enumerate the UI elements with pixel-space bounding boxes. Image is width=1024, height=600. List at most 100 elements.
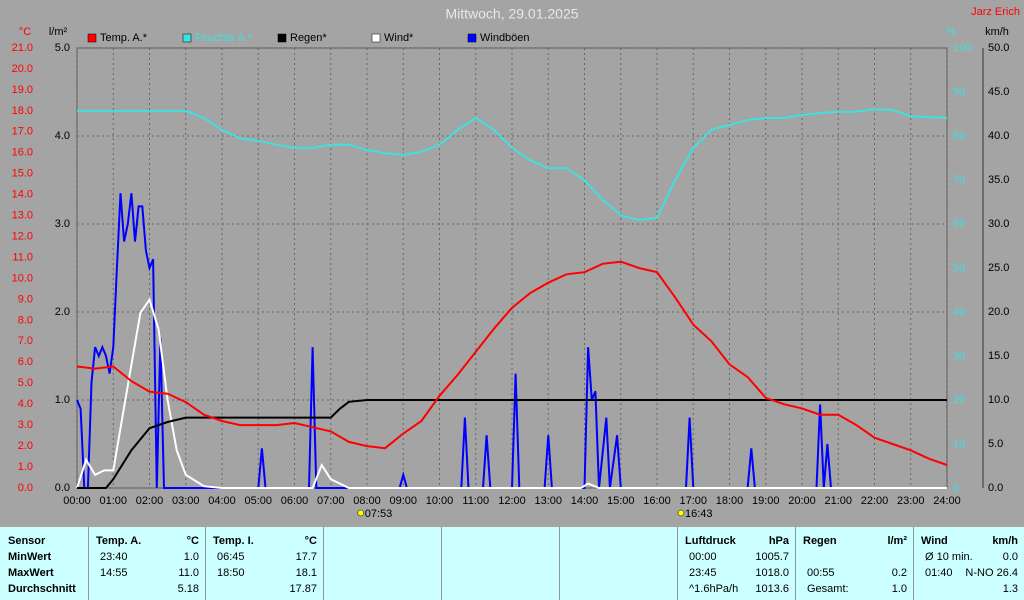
section-title: Temp. A. — [96, 535, 142, 547]
y-tick-label: 7.0 — [18, 335, 33, 347]
y-tick-label: 3.0 — [18, 419, 33, 431]
column-separator — [913, 527, 914, 600]
stat-value: 11.0 — [178, 567, 199, 579]
stats-table: Sensor MinWert MaxWert Durchschnitt Temp. A.… — [0, 527, 1024, 600]
stat-value: 1.3 — [1002, 583, 1018, 595]
y4-tick-label: 30.0 — [988, 218, 1009, 230]
y3-tick-label: 0 — [953, 482, 959, 494]
legend-swatch — [277, 33, 287, 43]
y2-tick-label: 2.0 — [55, 306, 70, 318]
column-separator — [441, 527, 442, 600]
y-tick-label: 10.0 — [12, 272, 33, 284]
y3-tick-label: 80 — [953, 130, 965, 142]
legend-swatch — [467, 33, 477, 43]
x-tick-label: 19:00 — [752, 495, 780, 507]
stat-value: 00:00 — [689, 551, 717, 563]
section-unit: l/m² — [887, 535, 907, 547]
y3-tick-label: 60 — [953, 218, 965, 230]
section-title: Regen — [803, 535, 837, 547]
x-tick-label: 17:00 — [679, 495, 707, 507]
chart-title: Mittwoch, 29.01.2025 — [445, 6, 578, 22]
stat-value: 17.7 — [295, 551, 317, 563]
x-tick-label: 11:00 — [462, 495, 489, 507]
y3-tick-label: 10 — [953, 438, 965, 450]
legend-label: Temp. A.* — [100, 32, 148, 44]
stat-value: 23:40 — [100, 551, 128, 563]
stat-value: 18.1 — [295, 567, 317, 579]
series-line — [76, 260, 948, 466]
sun-event-label: 16:43 — [685, 508, 713, 520]
x-tick-label: 20:00 — [788, 495, 816, 507]
y4-tick-label: 10.0 — [988, 394, 1009, 406]
x-tick-label: 14:00 — [571, 495, 599, 507]
y-tick-label: 11.0 — [12, 251, 33, 263]
stat-value: 0.2 — [891, 567, 907, 579]
y-axis-unit: °C — [19, 26, 31, 38]
row-label: Durchschnitt — [8, 583, 76, 595]
section-title: Luftdruck — [685, 535, 736, 547]
stat-value: 23:45 — [689, 567, 717, 579]
section-unit: °C — [186, 535, 199, 547]
legend-swatch — [182, 33, 192, 43]
y-tick-label: 13.0 — [12, 210, 33, 222]
y2-tick-label: 5.0 — [55, 42, 70, 54]
column-separator — [323, 527, 324, 600]
y4-tick-label: 15.0 — [988, 350, 1009, 362]
x-tick-label: 07:00 — [317, 495, 345, 507]
y-tick-label: 0.0 — [18, 482, 33, 494]
section-unit: °C — [304, 535, 317, 547]
section-unit: hPa — [768, 535, 789, 547]
stat-value: 17.87 — [289, 583, 317, 595]
row-label: Sensor — [8, 535, 46, 547]
row-label: MinWert — [8, 551, 52, 563]
stat-value: Gesamt: — [807, 583, 849, 595]
stat-value: 1.0 — [891, 583, 907, 595]
x-tick-label: 03:00 — [172, 495, 200, 507]
stat-value: 00:55 — [807, 567, 835, 579]
x-tick-label: 05:00 — [244, 495, 272, 507]
stat-value: 1018.0 — [755, 567, 789, 579]
x-tick-label: 18:00 — [716, 495, 744, 507]
column-separator — [677, 527, 678, 600]
column-separator — [559, 527, 560, 600]
y2-tick-label: 3.0 — [55, 218, 70, 230]
y3-tick-label: 90 — [953, 86, 965, 98]
x-tick-label: 06:00 — [281, 495, 309, 507]
x-tick-label: 15:00 — [607, 495, 635, 507]
x-tick-label: 09:00 — [389, 495, 417, 507]
sun-marker — [677, 509, 685, 517]
y2-tick-label: 4.0 — [55, 130, 70, 142]
y2-tick-label: 1.0 — [55, 394, 70, 406]
stat-value: 0.0 — [1002, 551, 1018, 563]
y4-tick-label: 45.0 — [988, 86, 1009, 98]
series-line — [77, 399, 947, 489]
stat-value: 1013.6 — [755, 583, 789, 595]
y-tick-label: 12.0 — [12, 230, 33, 242]
legend-swatch — [87, 33, 97, 43]
y2-tick-label: 0.0 — [55, 482, 70, 494]
y-tick-label: 19.0 — [12, 84, 33, 96]
x-tick-label: 02:00 — [136, 495, 164, 507]
y4-tick-label: 5.0 — [988, 438, 1003, 450]
y-tick-label: 5.0 — [18, 377, 33, 389]
x-tick-label: 04:00 — [208, 495, 236, 507]
y-tick-label: 18.0 — [12, 105, 33, 117]
y3-axis-unit: % — [946, 26, 956, 38]
y-tick-label: 4.0 — [18, 398, 33, 410]
y-tick-label: 9.0 — [18, 293, 33, 305]
stat-value: 18:50 — [217, 567, 245, 579]
y3-tick-label: 50 — [953, 262, 965, 274]
x-tick-label: 24:00 — [933, 495, 961, 507]
x-tick-label: 12:00 — [498, 495, 526, 507]
section-title: Temp. I. — [213, 535, 254, 547]
x-tick-label: 21:00 — [824, 495, 852, 507]
y-tick-label: 8.0 — [18, 314, 33, 326]
x-tick-label: 00:00 — [63, 495, 91, 507]
y4-tick-label: 20.0 — [988, 306, 1009, 318]
y3-tick-label: 100 — [953, 42, 971, 54]
series-line — [76, 297, 947, 489]
stat-value: Ø 10 min. — [925, 551, 973, 563]
y4-tick-label: 0.0 — [988, 482, 1003, 494]
y2-axis-unit: l/m² — [49, 26, 68, 38]
